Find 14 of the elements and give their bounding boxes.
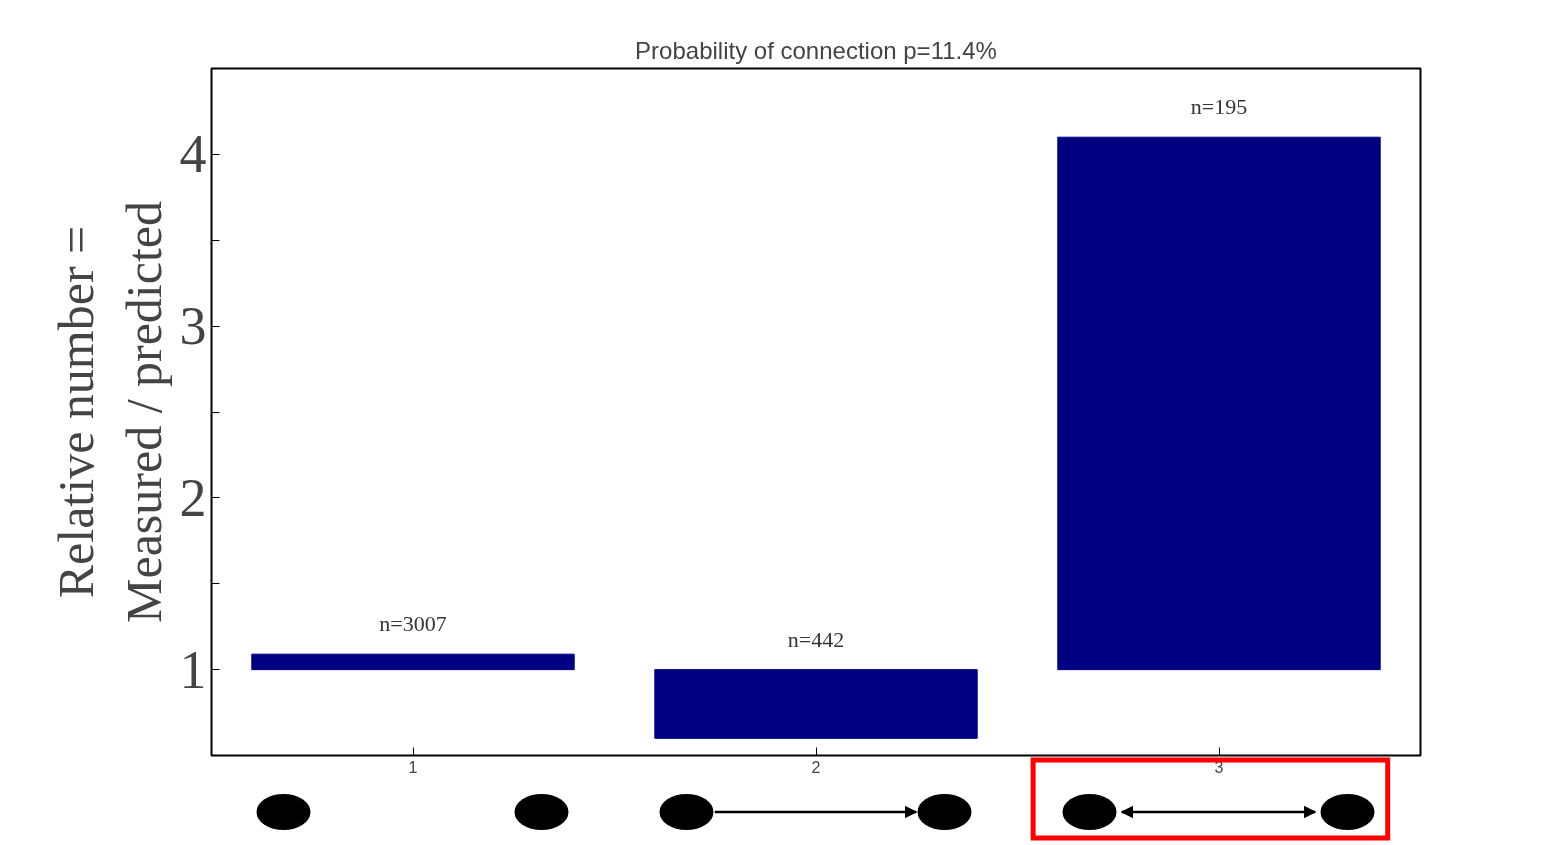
chart-title: Probability of connection p=11.4% [635, 36, 997, 64]
bar [654, 669, 978, 739]
y-tick-label: 2 [179, 467, 207, 528]
y-tick-label: 3 [179, 296, 207, 357]
annotation: n=442 [787, 626, 845, 652]
bar [1057, 136, 1381, 671]
bar [251, 653, 575, 671]
x-tick-label: 1 [408, 758, 418, 776]
y-axis-title: Relative number = Measured / predicted [48, 200, 172, 624]
y-tick-label: 1 [179, 639, 207, 700]
annotation: n=3007 [379, 611, 447, 637]
x-tick-label: 2 [811, 758, 821, 776]
y-tick-label: 4 [179, 124, 207, 185]
annotation: n=195 [1190, 94, 1248, 120]
